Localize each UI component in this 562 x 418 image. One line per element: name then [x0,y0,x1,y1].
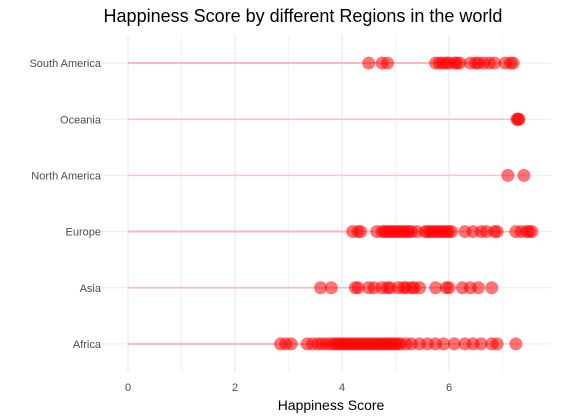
data-point [490,225,504,239]
y-tick-label: North America [31,170,102,182]
data-point [485,281,499,295]
data-point [487,56,501,70]
segments [128,62,532,345]
data-point [314,281,328,295]
data-point [324,281,338,295]
x-tick-label: 2 [232,382,238,394]
x-tick-label: 6 [446,382,452,394]
data-point [509,337,523,351]
data-point [506,56,520,70]
data-point [362,56,376,70]
x-axis-label: Happiness Score [278,397,385,413]
y-tick-label: Asia [80,283,102,295]
x-tick-label: 4 [339,382,345,394]
data-point [512,112,526,126]
data-point [380,56,394,70]
y-tick-label: South America [29,58,101,70]
data-point [437,337,451,351]
grid [101,35,551,372]
data-point [284,337,298,351]
data-point [501,168,515,182]
y-tick-label: Africa [73,339,102,351]
data-point [525,225,539,239]
data-point [413,281,427,295]
y-tick-label: Oceania [60,114,102,126]
data-point [447,337,461,351]
chart-title: Happiness Score by different Regions in … [104,6,503,26]
y-tick-labels: South America Oceania North America Europe A… [29,58,101,351]
y-tick-label: Europe [66,227,101,239]
data-point [354,225,368,239]
data-point [453,56,467,70]
data-point [445,225,459,239]
data-point [490,337,504,351]
x-tick-labels: 0 2 4 6 [125,382,452,394]
data-point [351,281,365,295]
data-point [429,281,443,295]
points [273,56,539,351]
data-point [474,337,488,351]
data-point [442,281,456,295]
data-point [471,281,485,295]
data-point [517,168,531,182]
x-tick-label: 0 [125,382,131,394]
